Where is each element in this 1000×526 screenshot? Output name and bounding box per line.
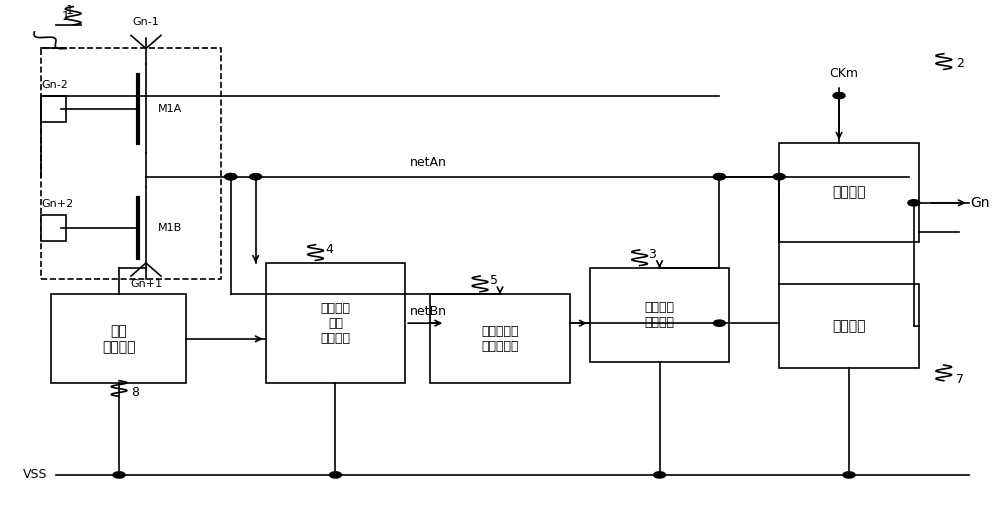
- Circle shape: [225, 174, 237, 180]
- Circle shape: [225, 174, 237, 180]
- Text: 4: 4: [325, 242, 333, 256]
- Circle shape: [713, 320, 725, 326]
- Text: 1: 1: [61, 9, 69, 23]
- FancyBboxPatch shape: [41, 215, 66, 241]
- Text: 上拉控制节
点维持模块: 上拉控制节 点维持模块: [481, 325, 519, 353]
- Text: 上拉模块: 上拉模块: [832, 185, 866, 199]
- FancyBboxPatch shape: [779, 143, 919, 242]
- Circle shape: [843, 472, 855, 478]
- Text: 清空模块: 清空模块: [832, 319, 866, 333]
- Text: netAn: netAn: [410, 156, 447, 169]
- Circle shape: [654, 472, 666, 478]
- Text: Gn-1: Gn-1: [133, 17, 159, 27]
- FancyBboxPatch shape: [41, 96, 66, 122]
- Circle shape: [113, 472, 125, 478]
- Text: M1B: M1B: [158, 222, 182, 232]
- Text: 2: 2: [956, 57, 964, 70]
- Circle shape: [329, 472, 341, 478]
- Text: 8: 8: [131, 387, 139, 399]
- Text: 输出节点
维持模块: 输出节点 维持模块: [645, 301, 675, 329]
- Text: Gn+1: Gn+1: [130, 279, 162, 289]
- FancyBboxPatch shape: [51, 295, 186, 383]
- FancyBboxPatch shape: [590, 268, 729, 362]
- Text: 1: 1: [65, 4, 73, 17]
- Text: CKm: CKm: [829, 67, 858, 80]
- Circle shape: [833, 93, 845, 99]
- Circle shape: [250, 174, 262, 180]
- FancyBboxPatch shape: [779, 284, 919, 368]
- Text: 7: 7: [956, 373, 964, 386]
- FancyBboxPatch shape: [266, 263, 405, 383]
- Text: 辅助
维持模块: 辅助 维持模块: [102, 324, 135, 354]
- Text: VSS: VSS: [23, 469, 48, 481]
- Circle shape: [908, 200, 920, 206]
- Text: M1A: M1A: [158, 104, 182, 114]
- Text: Gn+2: Gn+2: [41, 199, 74, 209]
- FancyBboxPatch shape: [430, 295, 570, 383]
- Text: netBn: netBn: [410, 305, 447, 318]
- FancyBboxPatch shape: [41, 48, 221, 279]
- Circle shape: [713, 174, 725, 180]
- Circle shape: [713, 174, 725, 180]
- Circle shape: [773, 174, 785, 180]
- Text: Gn: Gn: [971, 196, 990, 210]
- Text: 维持控制
节点
产生模块: 维持控制 节点 产生模块: [320, 302, 350, 345]
- Text: Gn-2: Gn-2: [41, 80, 68, 90]
- Text: 5: 5: [490, 274, 498, 287]
- Text: 3: 3: [648, 248, 655, 261]
